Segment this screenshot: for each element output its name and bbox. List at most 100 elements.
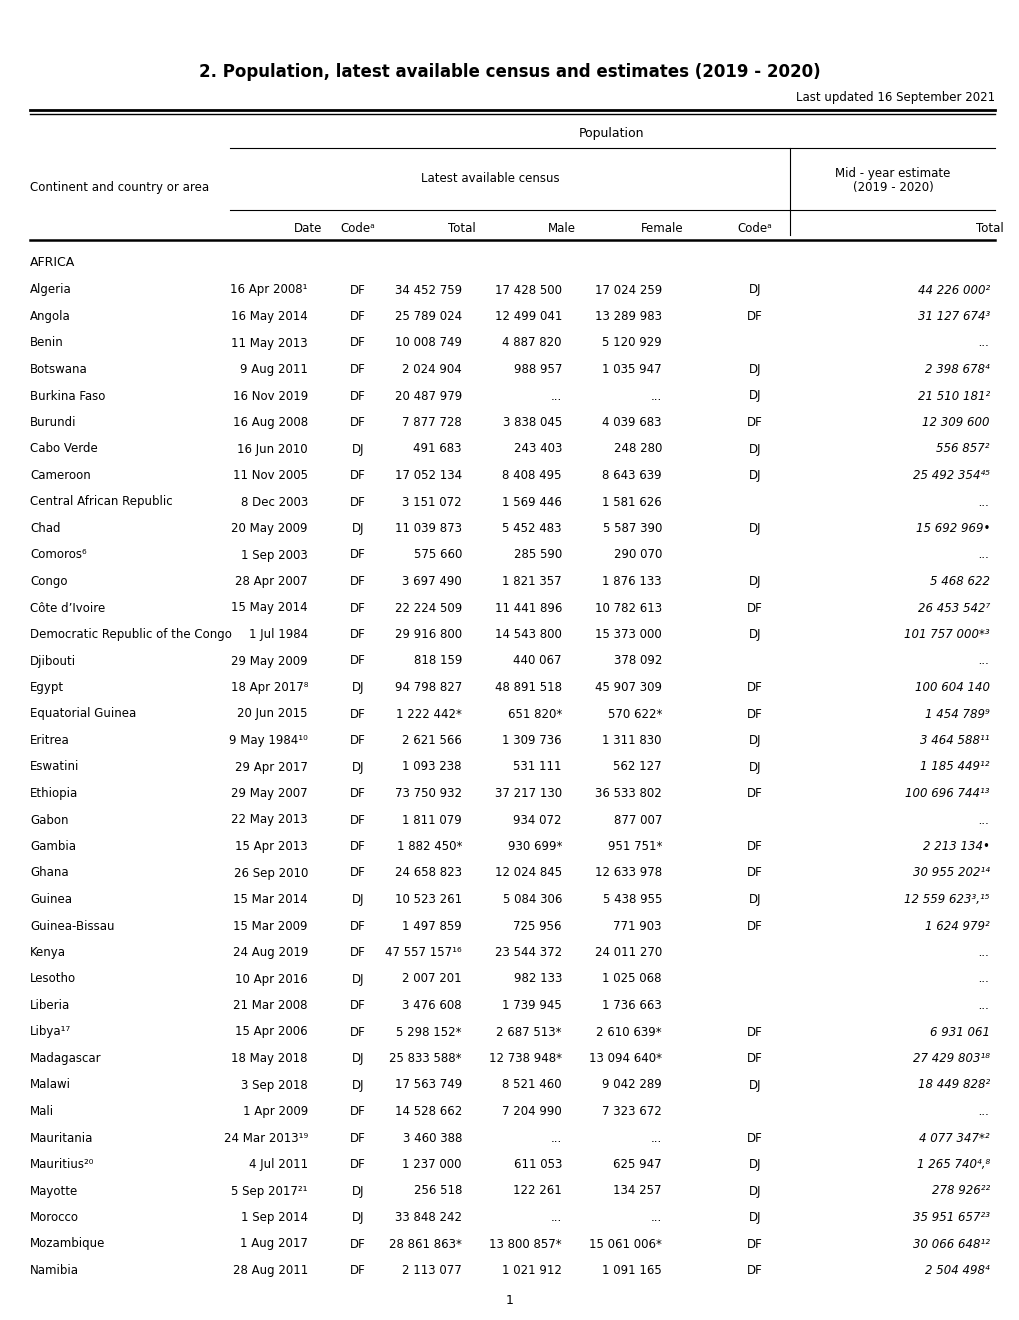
Text: 27 429 803¹⁸: 27 429 803¹⁸ bbox=[912, 1052, 989, 1065]
Text: ...: ... bbox=[978, 655, 989, 668]
Text: 22 May 2013: 22 May 2013 bbox=[231, 813, 308, 826]
Text: 101 757 000*³: 101 757 000*³ bbox=[904, 628, 989, 642]
Text: 29 May 2007: 29 May 2007 bbox=[231, 787, 308, 800]
Text: DF: DF bbox=[350, 1105, 366, 1118]
Text: 16 Aug 2008: 16 Aug 2008 bbox=[232, 416, 308, 429]
Text: Mauritius²⁰: Mauritius²⁰ bbox=[30, 1158, 95, 1171]
Text: 17 052 134: 17 052 134 bbox=[394, 469, 462, 482]
Text: 3 460 388: 3 460 388 bbox=[403, 1131, 462, 1144]
Text: 25 492 354⁴⁵: 25 492 354⁴⁵ bbox=[912, 469, 989, 482]
Text: AFRICA: AFRICA bbox=[30, 256, 75, 268]
Text: ...: ... bbox=[550, 1131, 561, 1144]
Text: 930 699*: 930 699* bbox=[507, 840, 561, 853]
Text: 725 956: 725 956 bbox=[513, 920, 561, 932]
Text: 14 543 800: 14 543 800 bbox=[494, 628, 561, 642]
Text: DJ: DJ bbox=[748, 469, 760, 482]
Text: 28 Aug 2011: 28 Aug 2011 bbox=[232, 1265, 308, 1276]
Text: DF: DF bbox=[350, 734, 366, 747]
Text: 31 127 674³: 31 127 674³ bbox=[917, 310, 989, 323]
Text: Algeria: Algeria bbox=[30, 284, 71, 297]
Text: 4 039 683: 4 039 683 bbox=[602, 416, 661, 429]
Text: 2 687 513*: 2 687 513* bbox=[496, 1026, 561, 1039]
Text: DJ: DJ bbox=[748, 1210, 760, 1224]
Text: 100 604 140: 100 604 140 bbox=[914, 681, 989, 694]
Text: DJ: DJ bbox=[352, 681, 364, 694]
Text: Codeᵃ: Codeᵃ bbox=[340, 222, 375, 235]
Text: DF: DF bbox=[350, 363, 366, 376]
Text: DF: DF bbox=[746, 1052, 762, 1065]
Text: DF: DF bbox=[350, 999, 366, 1012]
Text: 8 643 639: 8 643 639 bbox=[602, 469, 661, 482]
Text: 575 660: 575 660 bbox=[414, 549, 462, 561]
Text: DF: DF bbox=[350, 920, 366, 932]
Text: 243 403: 243 403 bbox=[514, 442, 561, 455]
Text: 5 468 622: 5 468 622 bbox=[929, 576, 989, 587]
Text: 9 May 1984¹⁰: 9 May 1984¹⁰ bbox=[229, 734, 308, 747]
Text: 1 185 449¹²: 1 185 449¹² bbox=[919, 760, 989, 774]
Text: 2. Population, latest available census and estimates (2019 - 2020): 2. Population, latest available census a… bbox=[199, 63, 820, 81]
Text: Central African Republic: Central African Republic bbox=[30, 495, 172, 508]
Text: DF: DF bbox=[746, 708, 762, 721]
Text: DJ: DJ bbox=[352, 973, 364, 986]
Text: 29 Apr 2017: 29 Apr 2017 bbox=[235, 760, 308, 774]
Text: Comoros⁶: Comoros⁶ bbox=[30, 549, 87, 561]
Text: 48 891 518: 48 891 518 bbox=[494, 681, 561, 694]
Text: DF: DF bbox=[350, 866, 366, 879]
Text: 1 569 446: 1 569 446 bbox=[501, 495, 561, 508]
Text: DF: DF bbox=[746, 1238, 762, 1250]
Text: 5 438 955: 5 438 955 bbox=[602, 894, 661, 906]
Text: 3 476 608: 3 476 608 bbox=[401, 999, 462, 1012]
Text: 982 133: 982 133 bbox=[514, 973, 561, 986]
Text: 12 559 623³,¹⁵: 12 559 623³,¹⁵ bbox=[904, 894, 989, 906]
Text: ...: ... bbox=[650, 389, 661, 403]
Text: 562 127: 562 127 bbox=[612, 760, 661, 774]
Text: DF: DF bbox=[350, 946, 366, 960]
Text: Lesotho: Lesotho bbox=[30, 973, 76, 986]
Text: 934 072: 934 072 bbox=[513, 813, 561, 826]
Text: 1 265 740⁴,⁸: 1 265 740⁴,⁸ bbox=[916, 1158, 989, 1171]
Text: DJ: DJ bbox=[352, 1184, 364, 1197]
Text: Gabon: Gabon bbox=[30, 813, 68, 826]
Text: Ghana: Ghana bbox=[30, 866, 68, 879]
Text: 877 007: 877 007 bbox=[613, 813, 661, 826]
Text: 16 Apr 2008¹: 16 Apr 2008¹ bbox=[230, 284, 308, 297]
Text: ...: ... bbox=[978, 946, 989, 960]
Text: 2 398 678⁴: 2 398 678⁴ bbox=[924, 363, 989, 376]
Text: 2 610 639*: 2 610 639* bbox=[596, 1026, 661, 1039]
Text: 1 093 238: 1 093 238 bbox=[403, 760, 462, 774]
Text: DJ: DJ bbox=[352, 894, 364, 906]
Text: Eritrea: Eritrea bbox=[30, 734, 69, 747]
Text: 5 084 306: 5 084 306 bbox=[502, 894, 561, 906]
Text: 15 Mar 2014: 15 Mar 2014 bbox=[233, 894, 308, 906]
Text: DJ: DJ bbox=[748, 521, 760, 535]
Text: ...: ... bbox=[978, 973, 989, 986]
Text: 21 510 181²: 21 510 181² bbox=[917, 389, 989, 403]
Text: 818 159: 818 159 bbox=[414, 655, 462, 668]
Text: DF: DF bbox=[746, 681, 762, 694]
Text: DJ: DJ bbox=[352, 521, 364, 535]
Text: 5 298 152*: 5 298 152* bbox=[396, 1026, 462, 1039]
Text: Mayotte: Mayotte bbox=[30, 1184, 78, 1197]
Text: 9 042 289: 9 042 289 bbox=[601, 1078, 661, 1092]
Text: 12 738 948*: 12 738 948* bbox=[488, 1052, 561, 1065]
Text: 5 452 483: 5 452 483 bbox=[502, 521, 561, 535]
Text: Kenya: Kenya bbox=[30, 946, 66, 960]
Text: DF: DF bbox=[350, 1131, 366, 1144]
Text: Guinea-Bissau: Guinea-Bissau bbox=[30, 920, 114, 932]
Text: 23 544 372: 23 544 372 bbox=[494, 946, 561, 960]
Text: 35 951 657²³: 35 951 657²³ bbox=[912, 1210, 989, 1224]
Text: 4 077 347*²: 4 077 347*² bbox=[918, 1131, 989, 1144]
Text: DF: DF bbox=[350, 389, 366, 403]
Text: 10 008 749: 10 008 749 bbox=[394, 337, 462, 350]
Text: DF: DF bbox=[350, 655, 366, 668]
Text: Malawi: Malawi bbox=[30, 1078, 71, 1092]
Text: 988 957: 988 957 bbox=[514, 363, 561, 376]
Text: 1 021 912: 1 021 912 bbox=[501, 1265, 561, 1276]
Text: DJ: DJ bbox=[748, 389, 760, 403]
Text: 1 035 947: 1 035 947 bbox=[602, 363, 661, 376]
Text: 29 916 800: 29 916 800 bbox=[394, 628, 462, 642]
Text: 14 528 662: 14 528 662 bbox=[394, 1105, 462, 1118]
Text: 3 464 588¹¹: 3 464 588¹¹ bbox=[919, 734, 989, 747]
Text: 5 120 929: 5 120 929 bbox=[601, 337, 661, 350]
Text: Population: Population bbox=[579, 127, 644, 140]
